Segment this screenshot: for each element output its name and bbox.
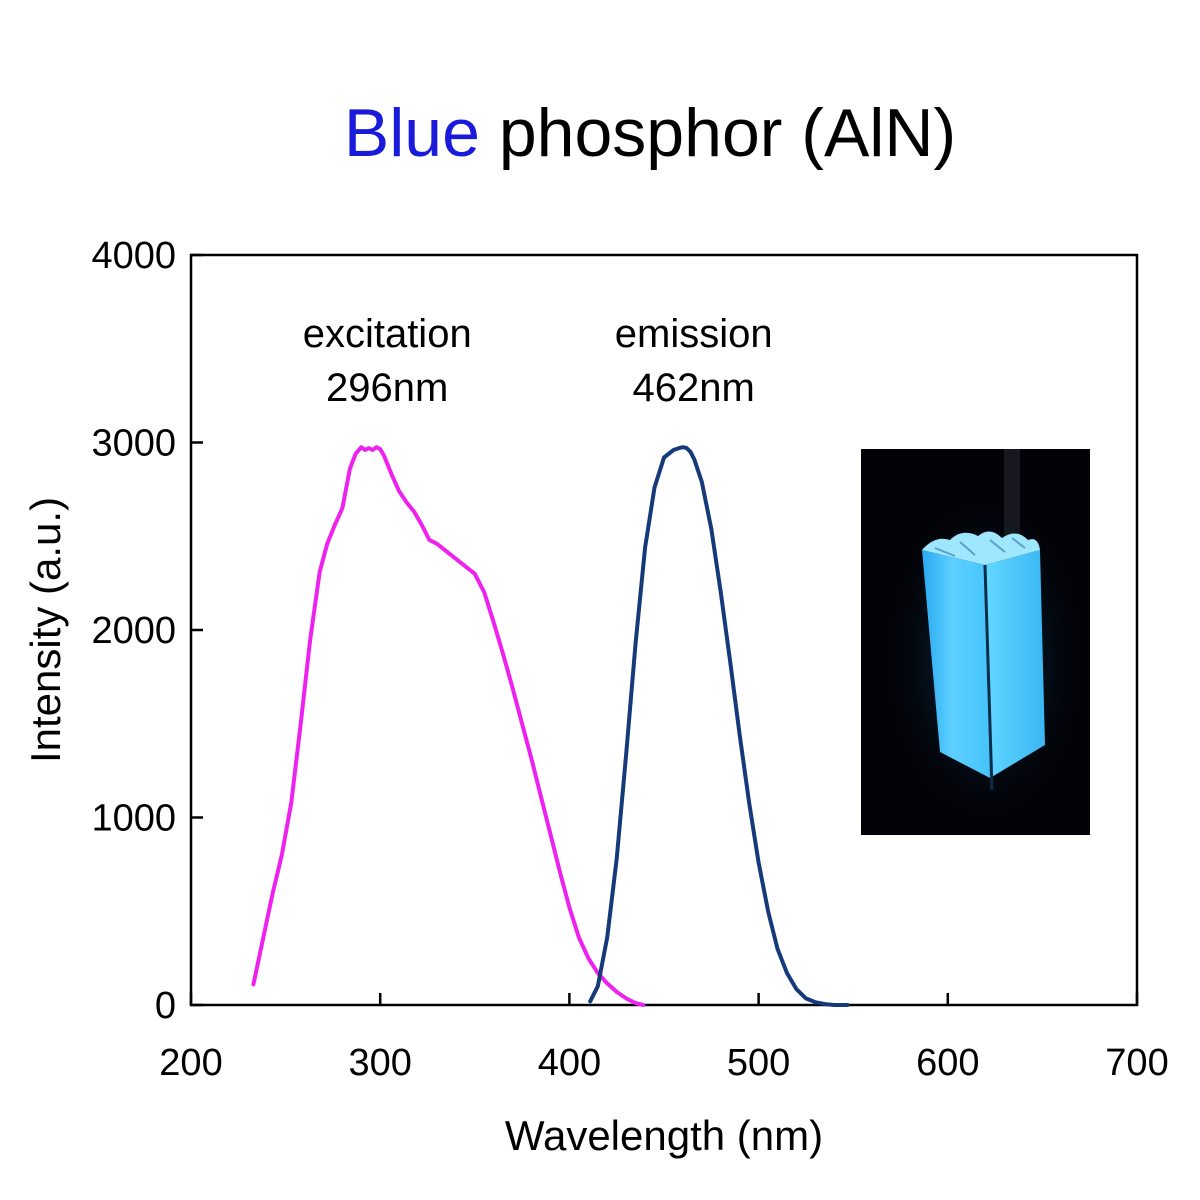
y-tick-label: 0 [155, 985, 176, 1027]
inset-cuvette-top-texture [934, 537, 1026, 557]
emission-series-line [588, 445, 850, 1007]
x-tick-label: 700 [1105, 1042, 1168, 1084]
series-layer [251, 445, 850, 1007]
inset-cuvette-top [922, 531, 1040, 565]
y-tick-label: 3000 [91, 423, 176, 465]
inset-cuvette-front [922, 550, 990, 778]
inset-cuvette-edge [983, 564, 994, 791]
annotation-layer: excitation 296nm emission 462nm [303, 312, 773, 410]
y-tick-label: 2000 [91, 610, 176, 652]
annotation-label-line1: emission [615, 312, 773, 356]
x-tick-label: 500 [727, 1042, 790, 1084]
excitation-series-line [251, 445, 646, 1007]
y-axis-ticks: 0 1000 2000 3000 4000 [91, 235, 203, 1027]
x-tick-label: 200 [159, 1042, 222, 1084]
title-part-0: Blue [344, 95, 480, 171]
x-tick-label: 300 [348, 1042, 411, 1084]
annotation-label-line2: 296nm [326, 366, 448, 410]
inset-cuvette-side [985, 550, 1045, 778]
y-axis-label: Intensity (a.u.) [22, 497, 69, 763]
chart-title: Blue phosphor (AlN) [344, 95, 956, 171]
inset-photo [861, 449, 1090, 835]
y-tick-label: 4000 [91, 235, 176, 277]
x-tick-label: 600 [916, 1042, 979, 1084]
annotation-label-line2: 462nm [633, 366, 755, 410]
x-tick-label: 400 [538, 1042, 601, 1084]
inset-holder-rod [1004, 449, 1020, 544]
title-part-1: phosphor (AlN) [480, 95, 956, 171]
annotation-label-line1: excitation [303, 312, 472, 356]
y-tick-label: 1000 [91, 798, 176, 840]
x-axis-label: Wavelength (nm) [505, 1112, 823, 1159]
x-axis-ticks: 200 300 400 500 600 700 [159, 993, 1169, 1084]
